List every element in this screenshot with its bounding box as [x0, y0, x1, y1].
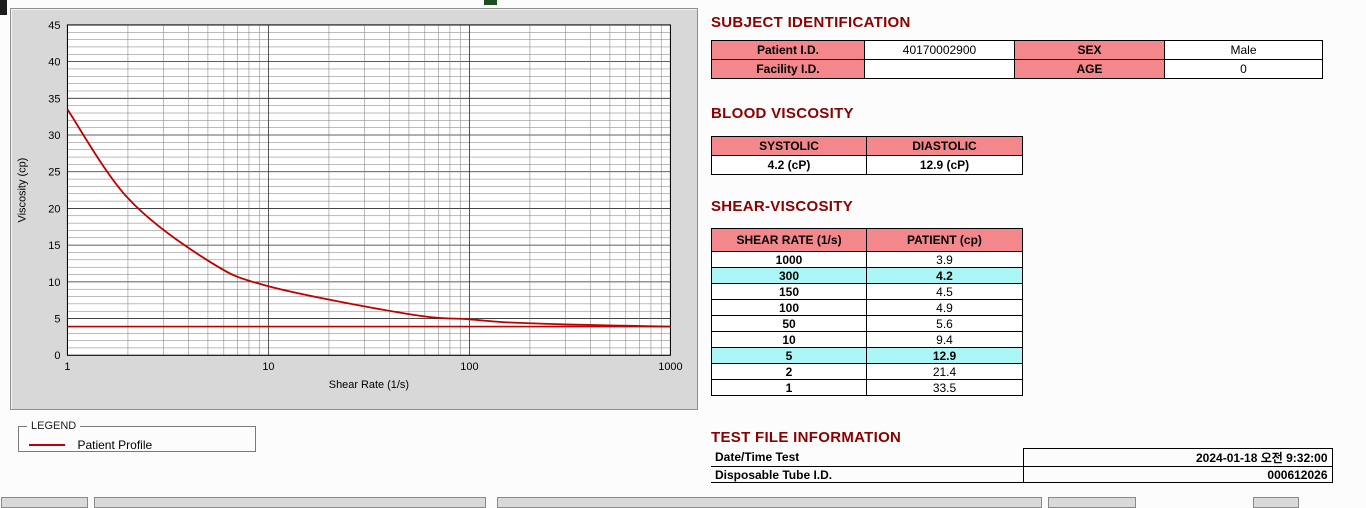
window-fragment — [1, 497, 88, 508]
window-fragment — [94, 497, 486, 508]
viscosity-value-cell: 33.5 — [866, 379, 1023, 396]
table-row: Facility I.D. AGE 0 — [711, 59, 1323, 79]
svg-text:10: 10 — [262, 361, 274, 373]
shear-rate-cell: 300 — [711, 267, 867, 284]
viscosity-chart: 0 5 10 15 20 25 30 35 40 45 1 10 100 1000 Shear Rate (… — [17, 20, 683, 391]
svg-text:35: 35 — [48, 93, 60, 105]
shear-viscosity-heading: SHEAR-VISCOSITY — [711, 198, 854, 215]
svg-text:20: 20 — [48, 203, 60, 215]
window-fragment — [484, 0, 497, 5]
table-row: Disposable Tube I.D. 000612026 — [711, 466, 1333, 483]
facility-id-value — [864, 59, 1015, 79]
viscosity-value-cell: 3.9 — [866, 251, 1023, 268]
table-row: 5 12.9 — [711, 347, 1023, 364]
table-row: 10 9.4 — [711, 331, 1023, 348]
svg-text:100: 100 — [460, 361, 478, 373]
age-value: 0 — [1164, 59, 1323, 79]
window-fragment — [497, 497, 1042, 508]
table-row: 150 4.5 — [711, 283, 1023, 300]
shear-rate-cell: 100 — [711, 299, 867, 316]
svg-text:1000: 1000 — [658, 361, 682, 373]
table-row: 1 33.5 — [711, 379, 1023, 396]
shear-rate-header: SHEAR RATE (1/s) — [711, 228, 867, 252]
subject-identification-table: Patient I.D. 40170002900 SEX Male Facili… — [711, 40, 1323, 79]
sex-value: Male — [1164, 40, 1323, 60]
test-file-information-heading: TEST FILE INFORMATION — [711, 429, 902, 446]
blood-viscosity-table: SYSTOLIC DIASTOLIC 4.2 (cP) 12.9 (cP) — [711, 136, 1023, 175]
svg-text:10: 10 — [48, 277, 60, 289]
disposable-tube-id-label: Disposable Tube I.D. — [711, 466, 1024, 483]
chart-tick-labels: 0 5 10 15 20 25 30 35 40 45 1 10 100 1000 — [48, 20, 682, 373]
shear-rate-cell: 1 — [711, 379, 867, 396]
svg-text:25: 25 — [48, 167, 60, 179]
svg-text:5: 5 — [54, 314, 60, 326]
viscosity-value-cell: 12.9 — [866, 347, 1023, 364]
patient-cp-header: PATIENT (cp) — [866, 228, 1023, 252]
svg-text:45: 45 — [48, 20, 60, 32]
window-fragment — [1048, 497, 1136, 508]
chart-grid — [67, 24, 671, 356]
svg-text:15: 15 — [48, 240, 60, 252]
blood-viscosity-heading: BLOOD VISCOSITY — [711, 105, 854, 122]
table-row: 4.2 (cP) 12.9 (cP) — [711, 155, 1023, 175]
table-row: Date/Time Test 2024-01-18 오전 9:32:00 — [711, 448, 1333, 467]
systolic-header: SYSTOLIC — [711, 136, 867, 156]
viscosity-value-cell: 4.5 — [866, 283, 1023, 300]
legend-title: LEGEND — [31, 420, 77, 432]
shear-rate-cell: 2 — [711, 363, 867, 380]
viscosity-value-cell: 4.2 — [866, 267, 1023, 284]
sex-label: SEX — [1014, 40, 1165, 60]
legend-box: LEGEND Patient Profile — [18, 420, 256, 452]
table-row: 100 4.9 — [711, 299, 1023, 316]
table-row: 2 21.4 — [711, 363, 1023, 380]
systolic-value: 4.2 (cP) — [711, 155, 867, 175]
table-row: SYSTOLIC DIASTOLIC — [711, 136, 1023, 156]
table-row: SHEAR RATE (1/s) PATIENT (cp) — [711, 228, 1023, 252]
viscosity-chart-panel: 0 5 10 15 20 25 30 35 40 45 1 10 100 1000 Shear Rate (… — [10, 8, 698, 410]
svg-text:40: 40 — [48, 57, 60, 69]
shear-rate-cell: 5 — [711, 347, 867, 364]
shear-rate-cell: 50 — [711, 315, 867, 332]
viscosity-value-cell: 5.6 — [866, 315, 1023, 332]
window-fragment — [1253, 497, 1299, 508]
table-row: Patient I.D. 40170002900 SEX Male — [711, 40, 1323, 60]
test-file-information-table: Date/Time Test 2024-01-18 오전 9:32:00 Dis… — [711, 448, 1333, 483]
table-row: 300 4.2 — [711, 267, 1023, 284]
svg-text:1: 1 — [64, 361, 70, 373]
y-axis-title: Viscosity (cp) — [17, 158, 29, 223]
viscosity-value-cell: 21.4 — [866, 363, 1023, 380]
shear-rate-cell: 150 — [711, 283, 867, 300]
window-fragment — [0, 0, 7, 15]
disposable-tube-id-value: 000612026 — [1023, 466, 1333, 483]
patient-id-value: 40170002900 — [864, 40, 1015, 60]
age-label: AGE — [1014, 59, 1165, 79]
svg-text:30: 30 — [48, 130, 60, 142]
table-row: 1000 3.9 — [711, 251, 1023, 268]
x-axis-title: Shear Rate (1/s) — [329, 379, 409, 391]
patient-id-label: Patient I.D. — [711, 40, 865, 60]
viscosity-value-cell: 9.4 — [866, 331, 1023, 348]
facility-id-label: Facility I.D. — [711, 59, 865, 79]
table-row: 50 5.6 — [711, 315, 1023, 332]
legend-series-label: Patient Profile — [77, 437, 153, 452]
shear-viscosity-body: 1000 3.9 300 4.2 150 4.5 100 4.9 50 5.6 … — [711, 251, 1023, 396]
shear-rate-cell: 1000 — [711, 251, 867, 268]
patient-profile-curve — [66, 108, 671, 328]
subject-identification-heading: SUBJECT IDENTIFICATION — [711, 14, 911, 31]
diastolic-value: 12.9 (cP) — [866, 155, 1023, 175]
shear-rate-cell: 10 — [711, 331, 867, 348]
viscosity-value-cell: 4.9 — [866, 299, 1023, 316]
svg-text:0: 0 — [54, 350, 60, 362]
date-time-test-label: Date/Time Test — [711, 448, 1024, 467]
diastolic-header: DIASTOLIC — [866, 136, 1023, 156]
date-time-test-value: 2024-01-18 오전 9:32:00 — [1023, 448, 1333, 467]
patient-profile-line-swatch — [29, 443, 65, 446]
shear-viscosity-table: SHEAR RATE (1/s) PATIENT (cp) 1000 3.9 3… — [711, 228, 1023, 396]
